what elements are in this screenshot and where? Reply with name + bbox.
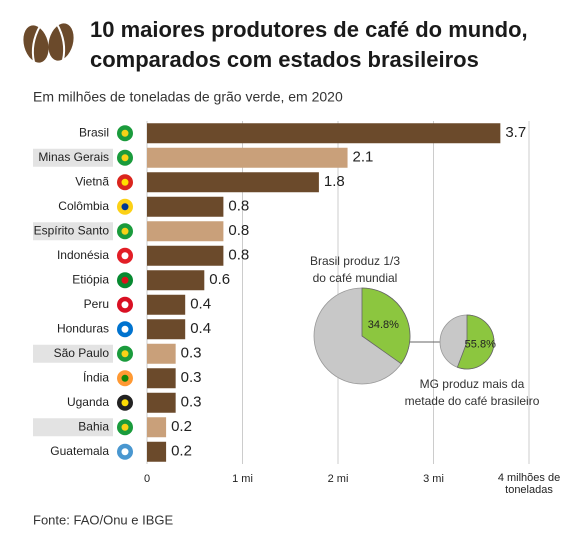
annotation: do café mundial [313, 271, 398, 285]
flag-icon [121, 178, 129, 186]
label-highlight [33, 344, 113, 363]
y-tick-label: Bahia [78, 419, 109, 433]
flag-icon [121, 227, 129, 235]
annotation: MG produz mais da [420, 377, 525, 391]
value-label: 0.3 [181, 369, 202, 386]
label-highlight [33, 418, 113, 437]
x-tick-label: 2 mi [328, 473, 349, 485]
source: Fonte: FAO/Onu e IBGE [33, 512, 174, 527]
x-tick-label: 3 mi [423, 473, 444, 485]
flag-icon [121, 399, 129, 407]
bar [147, 319, 186, 340]
y-tick-label: Indonésia [57, 248, 109, 262]
y-tick-label: Etiópia [72, 272, 109, 286]
bar [147, 417, 167, 438]
bar [147, 294, 186, 315]
value-label: 0.8 [228, 222, 249, 239]
pie-slice [456, 314, 495, 370]
label-highlight [33, 148, 113, 167]
annotation: metade do café brasileiro [405, 394, 540, 408]
x-tick-label: 1 mi [232, 473, 253, 485]
flag-icon [121, 301, 129, 309]
value-label: 0.8 [228, 247, 249, 264]
value-label: 0.6 [209, 271, 230, 288]
slice-label: 34.8% [368, 319, 399, 331]
subtitle: Em milhões de toneladas de grão verde, e… [33, 89, 343, 105]
flag-icon [121, 129, 129, 137]
flag-icon [121, 276, 129, 284]
value-label: 0.2 [171, 443, 192, 460]
annotation: Brasil produz 1/3 [310, 254, 400, 268]
flag-icon [121, 350, 129, 358]
flag-icon [121, 203, 129, 211]
bar [147, 368, 176, 389]
bar [147, 343, 176, 364]
value-label: 0.2 [171, 418, 192, 435]
bar [147, 147, 348, 168]
flag-icon [121, 154, 129, 162]
y-tick-label: Espírito Santo [34, 223, 110, 237]
chart-title: comparados com estados brasileiros [90, 47, 479, 72]
value-label: 0.8 [228, 198, 249, 215]
y-tick-label: Guatemala [50, 444, 109, 458]
y-tick-label: Peru [84, 297, 109, 311]
value-label: 0.3 [181, 345, 202, 362]
y-tick-label: Uganda [67, 395, 109, 409]
bar [147, 172, 319, 193]
label-highlight [33, 222, 113, 241]
chart-title: 10 maiores produtores de café do mundo, [90, 17, 528, 42]
value-label: 3.7 [505, 124, 526, 141]
bar [147, 392, 176, 413]
value-label: 2.1 [353, 149, 374, 166]
y-tick-label: Vietnã [75, 174, 109, 188]
x-tick-label: 0 [144, 473, 150, 485]
flag-icon [121, 325, 129, 333]
y-tick-label: Honduras [57, 321, 109, 335]
bar [147, 245, 224, 266]
bar [147, 123, 501, 144]
flag-icon [121, 252, 129, 260]
y-tick-label: Colômbia [58, 199, 109, 213]
value-label: 0.4 [190, 320, 211, 337]
slice-label: 55.8% [465, 338, 496, 350]
y-tick-label: Brasil [79, 125, 109, 139]
coffee-icon [23, 23, 74, 63]
flag-icon [121, 423, 129, 431]
value-label: 1.8 [324, 173, 345, 190]
pie-slice [361, 287, 411, 365]
value-label: 0.4 [190, 296, 211, 313]
y-tick-label: São Paulo [54, 346, 110, 360]
y-tick-label: Minas Gerais [38, 150, 109, 164]
bar [147, 221, 224, 242]
x-tick-label: 4 milhões de toneladas [497, 472, 561, 496]
flag-icon [121, 374, 129, 382]
bar [147, 441, 167, 462]
y-tick-label: Índia [83, 369, 109, 384]
flag-icon [121, 448, 129, 456]
value-label: 0.3 [181, 394, 202, 411]
bar [147, 196, 224, 217]
bar [147, 270, 205, 291]
